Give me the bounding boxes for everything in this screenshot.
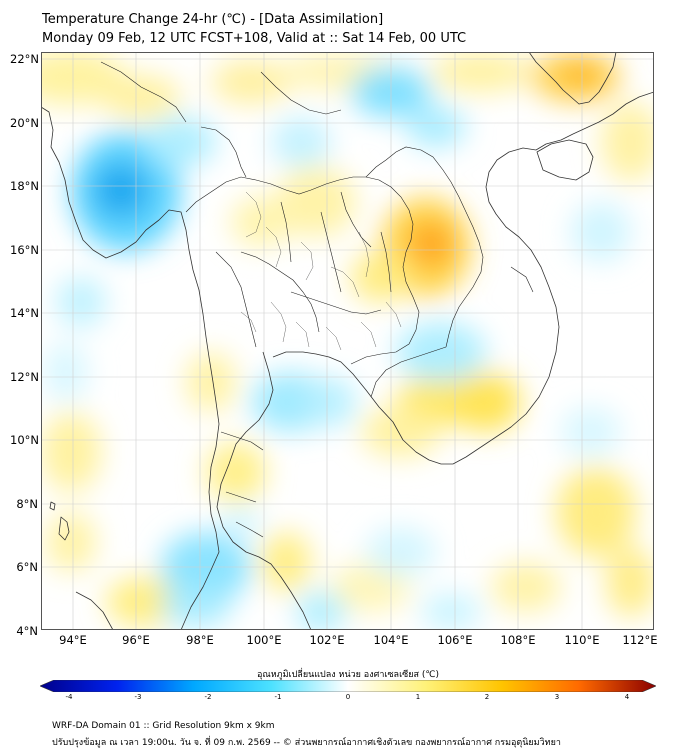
lat-label-8n: 8°N	[16, 497, 38, 511]
lat-label-18n: 18°N	[10, 179, 39, 193]
lon-label-94e: 94°E	[59, 633, 87, 647]
colorbar-tick-2: 2	[484, 693, 490, 701]
lat-label-12n: 12°N	[10, 370, 39, 384]
temperature-change-map	[41, 52, 654, 630]
lat-label-20n: 20°N	[10, 116, 39, 130]
lon-label-108e: 108°E	[500, 633, 536, 647]
colorbar-tick-0: 0	[345, 693, 351, 701]
lat-label-10n: 10°N	[10, 433, 39, 447]
colorbar-tick--1: -1	[274, 693, 282, 701]
lon-label-112e: 112°E	[622, 633, 658, 647]
colorbar-tick-1: 1	[415, 693, 421, 701]
map-frame	[41, 52, 654, 630]
colorbar-tick--3: -3	[134, 693, 142, 701]
temperature-field	[41, 52, 654, 630]
map-title: Temperature Change 24-hr (℃) - [Data Ass…	[42, 12, 384, 27]
footer-model-info: WRF-DA Domain 01 :: Grid Resolution 9km …	[52, 721, 275, 731]
province-borders	[240, 191, 402, 351]
colorbar-bar	[40, 680, 656, 692]
colorbar-tick--4: -4	[65, 693, 73, 701]
colorbar	[40, 680, 656, 692]
lat-label-6n: 6°N	[16, 560, 38, 574]
lat-label-4n: 4°N	[16, 624, 38, 638]
lon-label-96e: 96°E	[122, 633, 150, 647]
lon-label-104e: 104°E	[373, 633, 409, 647]
lon-label-106e: 106°E	[437, 633, 473, 647]
footer-credits: ปรับปรุงข้อมูล ณ เวลา 19:00น. วัน จ. ที่…	[52, 738, 561, 748]
lat-label-22n: 22°N	[10, 52, 39, 66]
lon-label-98e: 98°E	[186, 633, 214, 647]
colorbar-tick-3: 3	[554, 693, 560, 701]
lon-label-100e: 100°E	[246, 633, 282, 647]
lon-label-102e: 102°E	[309, 633, 345, 647]
colorbar-tick--2: -2	[204, 693, 212, 701]
admin-borders	[100, 61, 534, 538]
lat-label-14n: 14°N	[10, 306, 39, 320]
colorbar-label: อุณหภูมิเปลี่ยนแปลง หน่วย องศาเซลเซียส (…	[256, 670, 440, 680]
map-subtitle: Monday 09 Feb, 12 UTC FCST+108, Valid at…	[42, 31, 467, 46]
gridlines	[41, 52, 654, 630]
lon-label-110e: 110°E	[564, 633, 600, 647]
coastlines	[41, 52, 654, 630]
colorbar-tick-4: 4	[624, 693, 630, 701]
lat-label-16n: 16°N	[10, 243, 39, 257]
